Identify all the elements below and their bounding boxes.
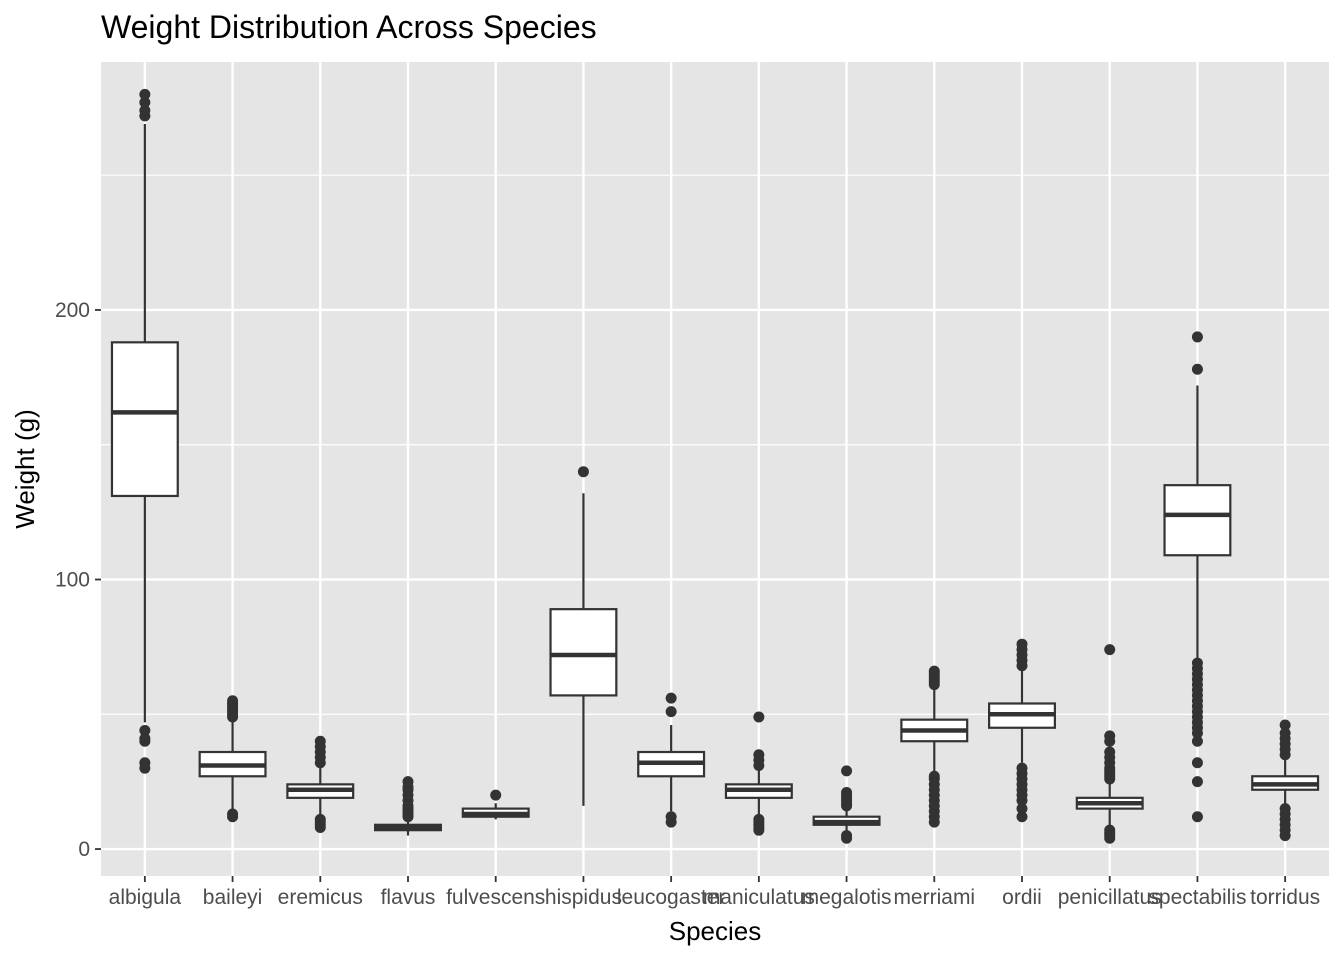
x-tick-label: merriami — [893, 886, 975, 909]
outlier-point — [928, 665, 940, 677]
outlier-point — [753, 711, 765, 723]
outlier-point — [1191, 735, 1203, 747]
outlier-point — [665, 706, 677, 718]
outlier-point — [665, 692, 677, 704]
x-tick-label: fulvescens — [446, 886, 545, 909]
outlier-point — [1191, 776, 1203, 788]
x-tick-label: ordii — [1002, 886, 1042, 909]
boxes — [110, 88, 1320, 844]
outlier-point — [314, 735, 326, 747]
outlier-point — [928, 770, 940, 782]
outlier-point — [1279, 719, 1291, 731]
x-tick-label: penicillatus — [1058, 886, 1162, 909]
outlier-point — [1191, 363, 1203, 375]
outlier-point — [1279, 803, 1291, 815]
y-tick-label: 200 — [55, 299, 90, 322]
box-albigula — [110, 88, 179, 774]
box-merriami — [900, 665, 969, 828]
outlier-point — [1191, 657, 1203, 669]
outlier-point — [1016, 762, 1028, 774]
iqr-box — [110, 341, 179, 498]
box-maniculatus — [724, 711, 793, 836]
outlier-point — [227, 695, 239, 707]
box-penicillatus — [1075, 644, 1144, 844]
x-tick-label: baileyi — [203, 886, 263, 909]
x-tick-label: maniculatus — [703, 886, 815, 909]
outlier-point — [139, 88, 151, 100]
outlier-point — [1279, 727, 1291, 739]
box-ordii — [988, 638, 1056, 823]
box-torridus — [1251, 719, 1320, 842]
x-tick-label: spectabilis — [1148, 886, 1246, 909]
x-axis-title: Species — [669, 916, 762, 946]
outlier-point — [402, 776, 414, 788]
box-fulvescens — [461, 789, 530, 820]
outlier-point — [1191, 811, 1203, 823]
outlier-point — [577, 466, 589, 478]
outlier-point — [139, 757, 151, 769]
box-baileyi — [198, 695, 267, 823]
x-tick-label: albigula — [109, 886, 182, 909]
outlier-point — [139, 733, 151, 745]
grid-lines — [101, 62, 1329, 876]
x-tick-label: megalotis — [802, 886, 892, 909]
outlier-point — [490, 789, 502, 801]
outlier-point — [227, 808, 239, 820]
box-spectabilis — [1163, 331, 1232, 823]
outlier-point — [1191, 331, 1203, 343]
outlier-point — [314, 813, 326, 825]
outlier-point — [1016, 803, 1028, 815]
outlier-point — [841, 830, 853, 842]
box-leucogaster — [637, 692, 706, 828]
outlier-point — [1104, 824, 1116, 836]
outlier-point — [1104, 746, 1116, 758]
outlier-point — [1104, 730, 1116, 742]
outlier-point — [841, 765, 853, 777]
x-tick-label: hispidus — [545, 886, 622, 909]
axis-ticks: 0 100 200 albigula baileyi eremicus flavus fulv… — [55, 299, 1320, 909]
outlier-point — [753, 813, 765, 825]
outlier-point — [753, 749, 765, 761]
box-flavus — [374, 776, 442, 836]
outlier-point — [1016, 811, 1028, 823]
outlier-point — [139, 105, 151, 117]
iqr-box — [549, 608, 618, 697]
x-tick-label: torridus — [1250, 886, 1320, 909]
box-eremicus — [286, 735, 355, 833]
x-tick-label: eremicus — [278, 886, 363, 909]
box-megalotis — [812, 765, 881, 844]
y-axis-title: Weight (g) — [10, 409, 40, 528]
x-tick-label: leucogaster — [617, 886, 726, 909]
outlier-point — [139, 724, 151, 736]
outlier-point — [1104, 644, 1116, 656]
outlier-point — [1016, 638, 1028, 650]
box-hispidus — [549, 466, 618, 806]
outlier-point — [139, 96, 151, 108]
x-tick-label: flavus — [381, 886, 436, 909]
outlier-point — [841, 786, 853, 798]
y-tick-label: 100 — [55, 569, 90, 592]
outlier-point — [1191, 757, 1203, 769]
outlier-point — [665, 811, 677, 823]
chart-title: Weight Distribution Across Species — [101, 9, 597, 45]
plot-panel — [101, 62, 1329, 876]
y-tick-label: 0 — [78, 838, 90, 861]
iqr-box — [1163, 484, 1232, 557]
